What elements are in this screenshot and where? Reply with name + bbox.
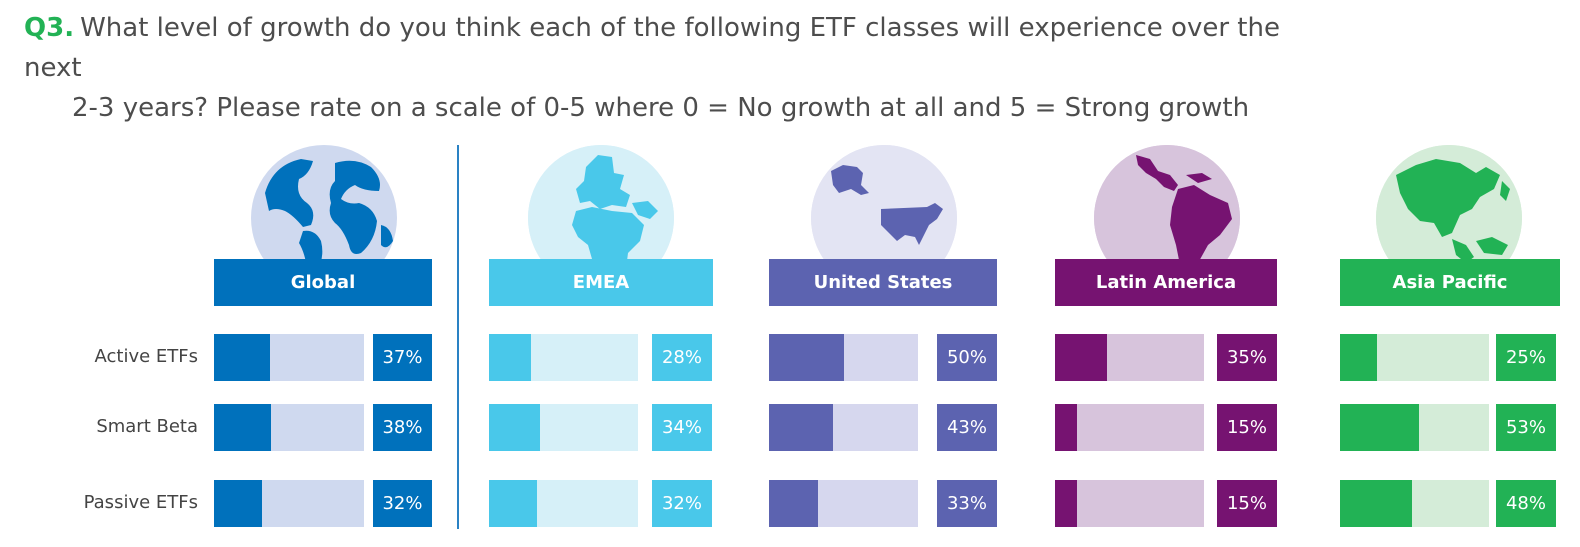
bar-track-united-states-passive-etfs	[769, 480, 918, 527]
bar-track-united-states-smart-beta	[769, 404, 918, 451]
region-header-asia-pacific: Asia Pacific	[1340, 259, 1560, 306]
bar-latin-america-active-etfs	[1055, 334, 1107, 381]
question-number: Q3.	[24, 13, 75, 43]
region-header-latin-america: Latin America	[1055, 259, 1277, 306]
bar-track-united-states-active-etfs	[769, 334, 918, 381]
bar-united-states-active-etfs	[769, 334, 844, 381]
data-label-latin-america-smart-beta: 15%	[1217, 404, 1277, 451]
question-line-1: What level of growth do you think each o…	[24, 13, 1280, 83]
region-header-united-states: United States	[769, 259, 997, 306]
data-label-asia-pacific-smart-beta: 53%	[1496, 404, 1556, 451]
row-label-smart-beta: Smart Beta	[96, 416, 198, 437]
data-label-emea-passive-etfs: 32%	[652, 480, 712, 527]
bar-track-asia-pacific-smart-beta	[1340, 404, 1489, 451]
row-label-active-etfs: Active ETFs	[94, 346, 199, 367]
bar-track-latin-america-smart-beta	[1055, 404, 1204, 451]
data-label-emea-smart-beta: 34%	[652, 404, 712, 451]
bar-track-latin-america-passive-etfs	[1055, 480, 1204, 527]
bar-track-global-passive-etfs	[214, 480, 364, 527]
data-label-global-passive-etfs: 32%	[373, 480, 432, 527]
bar-latin-america-smart-beta	[1055, 404, 1077, 451]
bar-latin-america-passive-etfs	[1055, 480, 1077, 527]
region-header-global: Global	[214, 259, 432, 306]
global-divider	[457, 145, 459, 529]
data-label-asia-pacific-active-etfs: 25%	[1496, 334, 1556, 381]
bar-track-global-active-etfs	[214, 334, 364, 381]
data-label-united-states-active-etfs: 50%	[937, 334, 997, 381]
bar-emea-passive-etfs	[489, 480, 537, 527]
bar-track-emea-passive-etfs	[489, 480, 638, 527]
bar-track-emea-smart-beta	[489, 404, 638, 451]
data-label-emea-active-etfs: 28%	[652, 334, 712, 381]
bar-asia-pacific-passive-etfs	[1340, 480, 1412, 527]
question-text: Q3. What level of growth do you think eac…	[24, 8, 1324, 128]
bar-track-asia-pacific-active-etfs	[1340, 334, 1489, 381]
data-label-united-states-smart-beta: 43%	[937, 404, 997, 451]
row-label-passive-etfs: Passive ETFs	[83, 492, 198, 513]
bar-emea-smart-beta	[489, 404, 540, 451]
region-header-emea: EMEA	[489, 259, 713, 306]
data-label-global-smart-beta: 38%	[373, 404, 432, 451]
bar-track-asia-pacific-passive-etfs	[1340, 480, 1489, 527]
bar-track-emea-active-etfs	[489, 334, 638, 381]
bar-asia-pacific-smart-beta	[1340, 404, 1419, 451]
data-label-united-states-passive-etfs: 33%	[937, 480, 997, 527]
bar-track-latin-america-active-etfs	[1055, 334, 1204, 381]
data-label-global-active-etfs: 37%	[373, 334, 432, 381]
data-label-asia-pacific-passive-etfs: 48%	[1496, 480, 1556, 527]
bar-global-smart-beta	[214, 404, 271, 451]
data-label-latin-america-active-etfs: 35%	[1217, 334, 1277, 381]
data-label-latin-america-passive-etfs: 15%	[1217, 480, 1277, 527]
bar-united-states-passive-etfs	[769, 480, 818, 527]
question-line-2: 2-3 years? Please rate on a scale of 0-5…	[72, 93, 1250, 123]
bar-global-passive-etfs	[214, 480, 262, 527]
globe-icon	[251, 145, 397, 291]
bar-emea-active-etfs	[489, 334, 531, 381]
bar-global-active-etfs	[214, 334, 270, 381]
bar-track-global-smart-beta	[214, 404, 364, 451]
bar-asia-pacific-active-etfs	[1340, 334, 1377, 381]
bar-united-states-smart-beta	[769, 404, 833, 451]
